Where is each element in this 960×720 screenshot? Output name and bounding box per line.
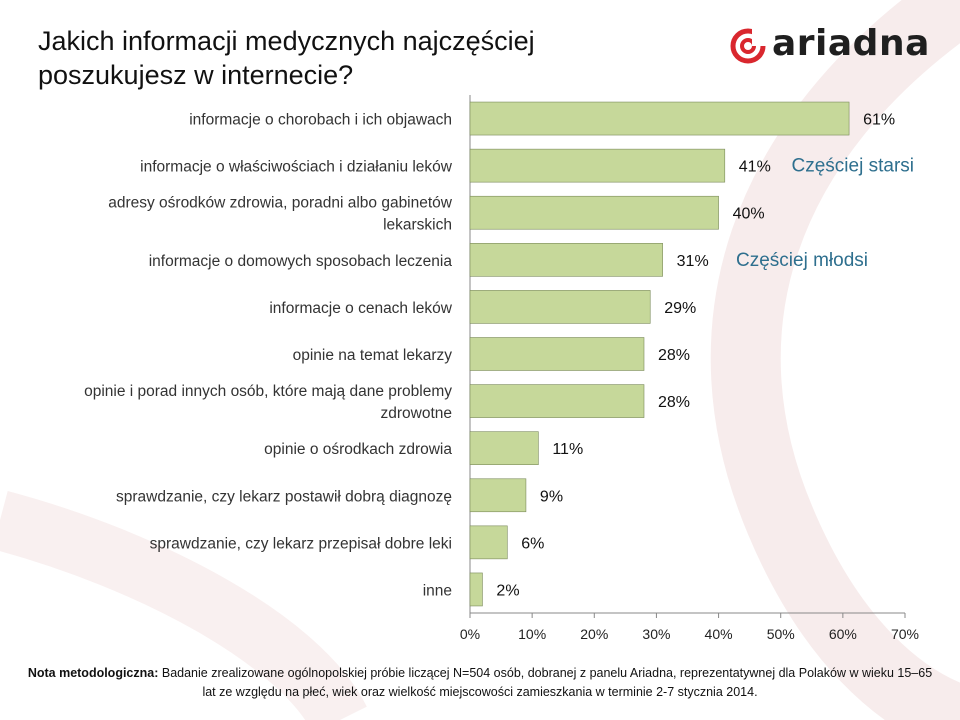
bar [469,525,508,560]
category-label: adresy ośrodków zdrowia, poradni albo ga… [108,195,453,212]
x-tick-label: 0% [460,626,480,642]
bar-value-label: 31% [677,253,709,270]
category-label: opinie o ośrodkach zdrowia [264,441,452,458]
annotation-younger: Częściej młodsi [736,250,868,271]
page-title: Jakich informacji medycznych najczęściej… [38,26,535,90]
x-tick-label: 10% [518,626,546,642]
bar-value-label: 29% [664,300,696,317]
category-label: zdrowotne [380,405,452,422]
bar [469,195,719,230]
bar-chart: 0% 10% 20% 30% 40% 50% 60% 70% 61% informacje o c… [84,95,919,642]
bar [469,384,645,418]
bar-value-label: 9% [540,488,563,505]
bar-value-label: 61% [863,112,895,129]
category-label: opinie na temat lekarzy [293,347,453,364]
bar [469,337,645,371]
logo-text: ariadna [772,23,930,64]
bar-value-label: 2% [496,582,519,599]
bar-value-label: 28% [658,394,690,411]
bar [469,431,539,465]
bar [469,101,850,136]
x-tick-label: 50% [767,626,795,642]
methodology-note: Nota metodologiczna: Badanie zrealizowan… [20,664,940,702]
logo-icon [730,26,770,64]
bar-value-label: 11% [552,441,583,458]
x-tick-label: 60% [829,626,857,642]
bar [469,148,726,183]
category-label: lekarskich [383,217,452,234]
note-text: Badanie zrealizowane ogólnopolskiej prób… [158,666,933,699]
bar [469,478,527,513]
bar-value-label: 40% [733,206,765,223]
category-label: informacje o właściwościach i działaniu … [140,159,453,176]
bar [469,243,663,277]
category-label: inne [423,582,452,599]
bar [469,572,483,607]
bar-value-label: 6% [521,535,544,552]
x-tick-label: 30% [642,626,670,642]
x-tick-label: 40% [705,626,733,642]
category-label: informacje o cenach leków [269,300,452,317]
category-label: opinie i porad innych osób, które mają d… [84,383,452,400]
category-label: informacje o chorobach i ich objawach [189,112,452,129]
annotation-older: Częściej starsi [792,156,914,177]
x-tick-label: 20% [580,626,608,642]
note-label: Nota metodologiczna: [27,666,159,680]
bar-value-label: 28% [658,347,690,364]
bar-value-label: 41% [739,159,771,176]
category-label: informacje o domowych sposobach leczenia [149,253,453,270]
bar [469,290,651,324]
category-label: sprawdzanie, czy lekarz postawił dobrą d… [116,488,452,505]
ariadna-logo: ariadna [728,23,930,68]
x-tick-label: 70% [891,626,919,642]
category-label: sprawdzanie, czy lekarz przepisał dobre … [150,535,452,552]
